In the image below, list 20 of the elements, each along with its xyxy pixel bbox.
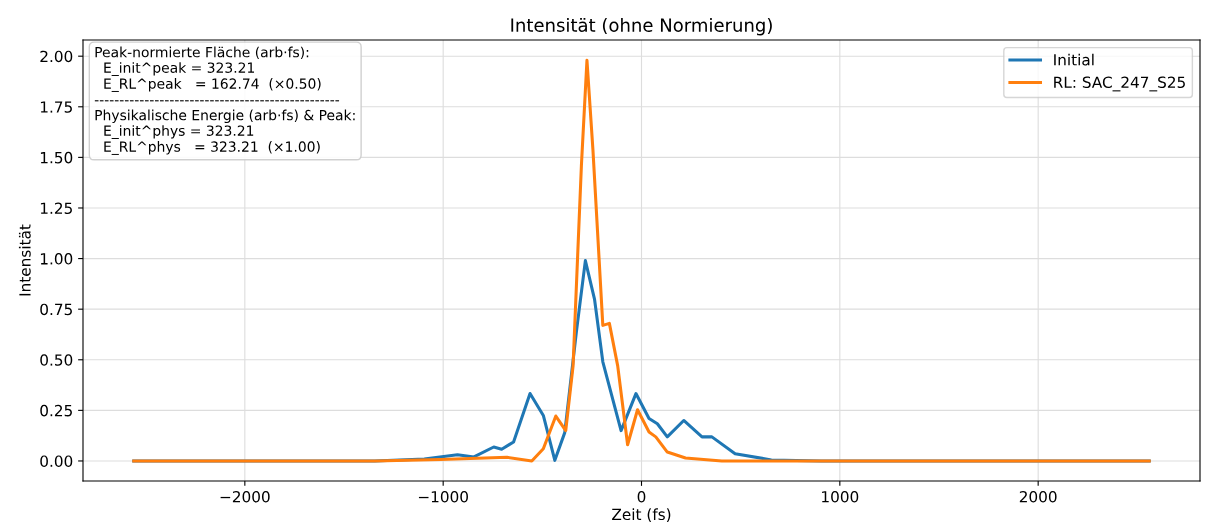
x-axis-title: Zeit (fs) [612, 508, 671, 522]
y-tick-label: 1.00 [40, 253, 73, 265]
y-tick-label: 0.75 [40, 303, 72, 316]
y-tick-label: 0.50 [40, 354, 73, 366]
y-tick-label: 1.75 [40, 101, 72, 113]
y-tick-label: 2.00 [40, 50, 73, 63]
x-tick-label: 2000 [1019, 490, 1057, 503]
y-tick-label: 0.00 [40, 455, 73, 467]
x-tick-label: 0 [637, 490, 646, 503]
chart-title: Intensität (ohne Normierung) [511, 17, 772, 36]
y-tick-label: 1.25 [40, 202, 72, 214]
y-axis-title: Intensität [18, 224, 31, 296]
x-tick-label: 1000 [822, 490, 859, 503]
x-tick-label: −1000 [418, 490, 468, 503]
annotation: Peak-normierte Fläche (arb·fs): E_init^peak = 323.21 E_RL^peak = 162.74 (×0.50) ------------------------------------------------- Physikalische Energie (arb·fs) & Peak: E_init^phys = 323.21 E_RL^phys = 323.21 (×1.00) [94, 46, 355, 155]
y-tick-label: 0.25 [40, 404, 72, 417]
x-tick-label: −2000 [220, 490, 270, 503]
y-tick-label: 1.50 [40, 151, 73, 164]
legend-label: Initial [1054, 53, 1094, 66]
legend-label: RL: SAC_247_S25 [1054, 76, 1185, 92]
